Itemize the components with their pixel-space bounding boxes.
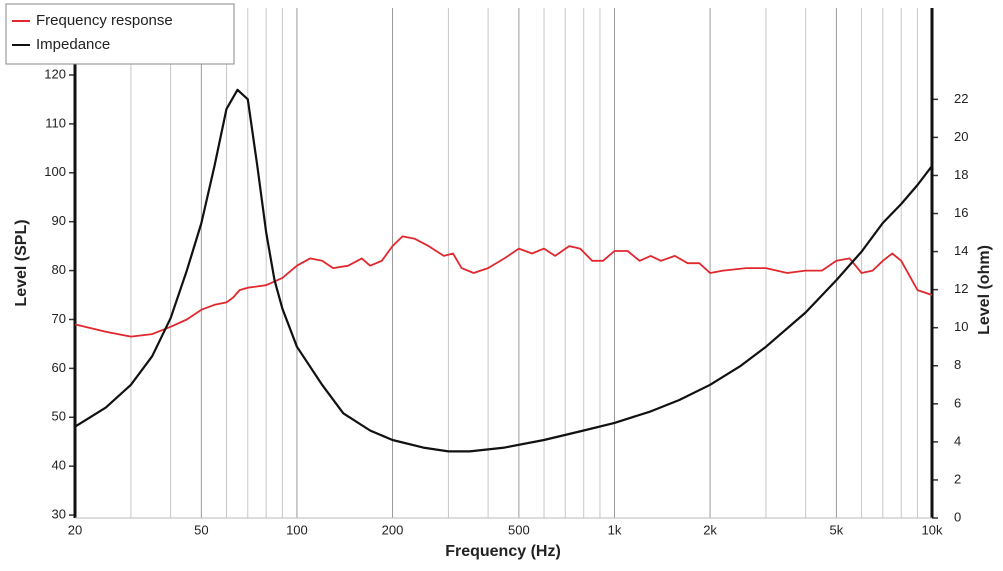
y2-tick-label: 12 <box>954 281 968 296</box>
y-tick-label: 120 <box>44 66 66 81</box>
x-tick-label: 200 <box>382 522 404 537</box>
y2-tick-label: 20 <box>954 129 968 144</box>
x-tick-label: 5k <box>830 522 844 537</box>
y-tick-label: 40 <box>52 458 66 473</box>
y-tick-label: 110 <box>45 115 66 130</box>
y-axis-title: Level (SPL) <box>13 219 30 306</box>
x-tick-label: 500 <box>508 522 530 537</box>
y2-tick-label: 10 <box>954 319 968 334</box>
y2-tick-label: 14 <box>954 243 968 258</box>
x-tick-label: 50 <box>194 522 208 537</box>
y2-tick-label: 6 <box>954 395 961 410</box>
x-tick-label: 20 <box>68 522 82 537</box>
legend-label: Impedance <box>36 36 110 53</box>
y-tick-label: 60 <box>52 360 66 375</box>
y2-tick-label: 2 <box>954 471 961 486</box>
y2-tick-label: 16 <box>954 205 968 220</box>
y-tick-label: 30 <box>52 507 66 522</box>
y-tick-label: 50 <box>52 409 66 424</box>
x-tick-label: 1k <box>608 522 622 537</box>
x-tick-label: 2k <box>703 522 717 537</box>
y2-tick-label: 18 <box>954 167 968 182</box>
y2-tick-label: 0 <box>954 509 961 524</box>
x-tick-label: 100 <box>286 522 308 537</box>
y-tick-label: 70 <box>52 311 66 326</box>
y2-tick-label: 8 <box>954 357 961 372</box>
y-tick-label: 100 <box>44 164 66 179</box>
series-line <box>74 88 933 453</box>
x-tick-label: 10k <box>922 522 943 537</box>
y-tick-label: 90 <box>52 213 66 228</box>
y2-tick-label: 22 <box>954 91 968 106</box>
x-axis-title: Frequency (Hz) <box>445 543 561 560</box>
legend-label: Frequency response <box>36 12 173 29</box>
y-tick-label: 80 <box>52 262 66 277</box>
series-line <box>74 235 933 338</box>
y2-axis-title: Level (ohm) <box>976 245 993 335</box>
y2-tick-label: 4 <box>954 433 961 448</box>
legend-box <box>5 3 235 65</box>
